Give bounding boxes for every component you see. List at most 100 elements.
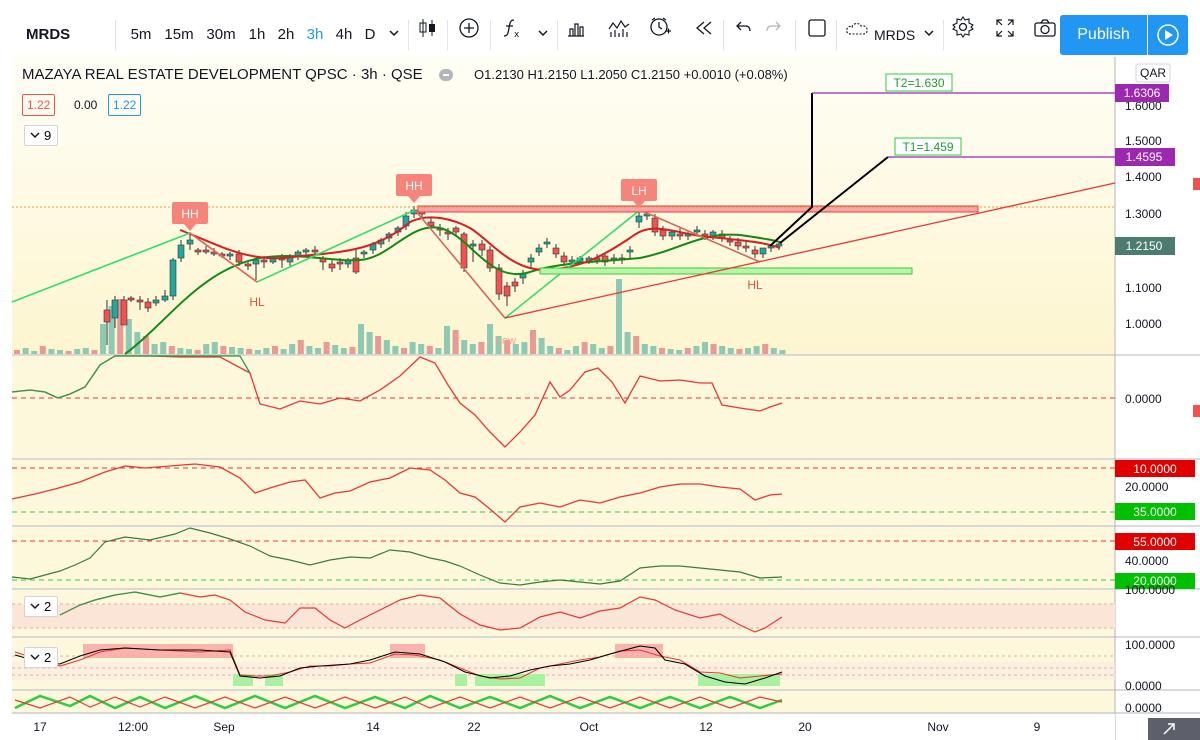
publish-button[interactable]: Publish [1060,15,1147,55]
layout-name[interactable]: MRDS [874,27,916,43]
volume-bar [607,346,614,354]
candle-body [535,247,543,253]
osc4-count: 2 [44,599,52,614]
price-tick: 1.1000 [1125,281,1162,295]
volume-bar [426,346,433,354]
symbol-search[interactable]: MRDS [26,26,71,43]
time-axis-bg[interactable] [12,714,1115,740]
bid-price[interactable]: 1.22 [22,94,56,116]
volume-bar [203,344,210,354]
alert-clock-icon[interactable] [646,15,674,55]
candle-body [169,259,177,297]
indicators-fx-icon[interactable]: x [498,15,526,55]
volume-bar [108,306,115,354]
interval-3h[interactable]: 3h [306,26,324,43]
hh-marker-2: HH [396,174,432,203]
svg-text:x: x [514,30,520,39]
volume-bar [547,346,554,354]
osc2-line [11,463,783,523]
time-tick: Oct [580,720,599,734]
price-tick: 1.3000 [1125,207,1162,221]
candle-body [177,244,185,259]
volume-bar [624,332,631,354]
osc2-badge-top-bg [1115,460,1195,477]
redo-icon[interactable] [760,15,788,55]
trend-line[interactable] [504,182,1116,319]
candle-body [478,243,486,251]
interval-30m[interactable]: 30m [206,26,236,43]
badge-t1-bg [1115,148,1175,166]
settings-gear-icon[interactable] [948,15,978,55]
resistance-zone[interactable] [417,205,979,213]
candle-body [668,231,676,237]
volume-bar [693,346,700,354]
currency-box[interactable] [1135,63,1171,83]
osc4-collapse-button[interactable]: 2 [24,596,58,617]
osc5-collapse-button[interactable]: 2 [24,647,58,668]
volume-bar [194,350,201,354]
volume-bar [306,346,313,354]
interval-1h[interactable]: 1h [248,26,266,43]
toolbar-divider [836,20,837,50]
support-zone[interactable] [539,267,913,275]
volume-bar [745,348,751,354]
undo-icon[interactable] [729,15,757,55]
candle-body [186,239,194,245]
candle-body [360,251,368,255]
cloud-layout-icon[interactable] [843,15,873,55]
replay-icon[interactable] [690,15,718,55]
time-tick: 17 [33,720,47,734]
layout-dropdown-chevron-icon[interactable] [918,15,940,55]
interval-dropdown-chevron-icon[interactable] [383,15,405,55]
projection-t2[interactable] [769,93,813,247]
fullscreen-expand-icon[interactable] [990,15,1020,55]
interval-2h[interactable]: 2h [277,26,295,43]
indicators-collapse-button[interactable]: 9 [24,125,58,146]
candle-body [194,249,202,253]
candle-body [226,253,234,257]
volume-bar [753,346,760,354]
chart-title[interactable]: MAZAYA REAL ESTATE DEVELOPMENT QPSC · 3h… [22,66,423,83]
osc5-os-zone-5 [698,674,780,686]
volume-bar [581,342,588,354]
collapse-chevron-icon [30,603,40,610]
volume-bar [598,348,605,354]
fullscreen-box-icon[interactable] [803,15,831,55]
right-edge-marker-2 [1193,405,1200,417]
candle-body [328,263,336,269]
candle-body [111,299,119,319]
interval-d[interactable]: D [364,26,376,43]
volume-bar [297,340,304,354]
volume-bar [504,340,511,354]
candle-body [527,257,535,263]
osc5-ob-zone-1 [83,644,233,658]
volume-bar [254,350,261,354]
candle-body [601,255,609,263]
snapshot-camera-icon[interactable] [1030,15,1060,55]
toolbar-divider [795,20,796,50]
volume-bar [418,344,425,354]
ask-price[interactable]: 1.22 [108,94,142,116]
financials-icon[interactable] [562,15,590,55]
play-icon[interactable] [1148,15,1188,55]
interval-4h[interactable]: 4h [335,26,353,43]
volume-bar [272,346,278,354]
volume-bar [39,346,46,354]
price-tick: 1.6000 [1125,99,1162,113]
indicators-dropdown-chevron-icon[interactable] [532,15,554,55]
interval-15m[interactable]: 15m [164,26,194,43]
time-axis[interactable]: 17 12:00 Sep 14 22 Oct 12 20 Nov 9 [33,720,1040,734]
templates-icon[interactable] [604,15,634,55]
osc3-badge-bottom-bg [1115,573,1195,589]
badge-t2: 1.6306 [1124,86,1161,100]
candle-body [252,259,260,265]
interval-5m[interactable]: 5m [130,26,152,43]
volume-bar [573,346,579,354]
projection-t1[interactable] [779,156,889,244]
compare-add-icon[interactable] [455,15,483,55]
chart-canvas[interactable]: T2=1.630 T1=1.459 HH HH LH HL HL Low 1.6… [0,57,1200,740]
volume-bar [125,319,132,354]
candle-type-icon[interactable] [415,15,441,55]
volume-bar [375,336,382,354]
price-axis[interactable]: 1.60001.50001.40001.30001.20001.10001.00… [1125,99,1162,331]
